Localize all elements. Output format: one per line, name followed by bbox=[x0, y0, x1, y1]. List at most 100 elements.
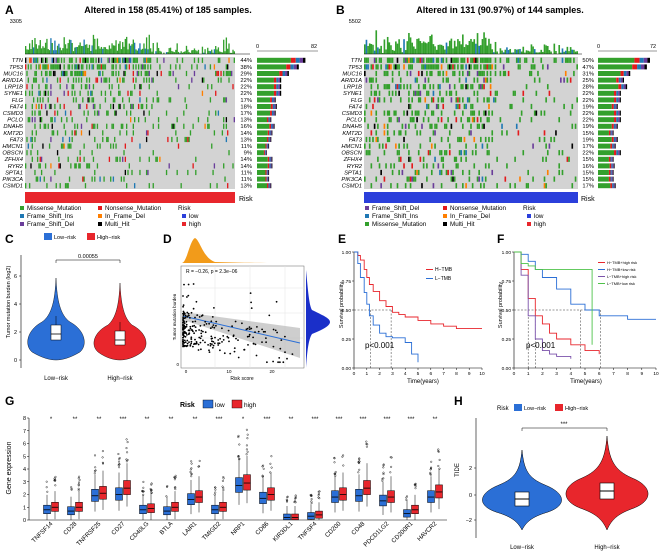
top-bar bbox=[167, 52, 169, 54]
mutation-cell bbox=[132, 57, 134, 63]
side-bar-segment bbox=[270, 130, 272, 136]
side-bar-segment bbox=[273, 77, 277, 83]
mutation-cell bbox=[172, 123, 174, 129]
scatter-point bbox=[204, 320, 207, 323]
mutation-cell bbox=[99, 70, 101, 77]
mutation-cell bbox=[38, 90, 40, 96]
y-tick-label: 1.00 bbox=[342, 250, 352, 256]
scatter-point bbox=[246, 327, 249, 330]
mutation-cell bbox=[561, 169, 564, 176]
mutation-cell bbox=[462, 183, 464, 189]
mutation-cell bbox=[568, 156, 570, 162]
top-bar bbox=[520, 51, 523, 54]
mutation-cell bbox=[381, 143, 384, 149]
mutation-cell bbox=[440, 117, 443, 123]
mutation-cell bbox=[434, 143, 436, 149]
mutation-cell bbox=[409, 57, 412, 63]
x-tick-label: 8 bbox=[626, 371, 629, 377]
mutation-cell bbox=[106, 77, 108, 83]
mutation-cell bbox=[215, 110, 217, 116]
percent-label: 13% bbox=[240, 184, 252, 190]
mutation-cell bbox=[479, 136, 482, 143]
mutation-cell bbox=[67, 64, 69, 70]
mutation-cell bbox=[143, 110, 145, 116]
mutation-cell bbox=[491, 110, 494, 116]
mutation-cell bbox=[375, 90, 378, 96]
mutation-cell bbox=[468, 64, 471, 70]
mutation-cell bbox=[460, 156, 463, 162]
top-bar bbox=[68, 39, 71, 54]
mutation-cell bbox=[403, 110, 405, 116]
outlier-point bbox=[437, 448, 440, 451]
mutation-cell bbox=[91, 150, 93, 156]
mutation-cell bbox=[78, 163, 80, 169]
mutation-cell bbox=[155, 156, 157, 162]
panel-c-legend-swatch-low bbox=[44, 233, 52, 240]
scatter-point bbox=[209, 344, 212, 347]
side-bar-segment bbox=[612, 183, 614, 189]
top-bar bbox=[177, 51, 180, 54]
mutation-cell bbox=[524, 57, 526, 63]
scatter-point bbox=[195, 341, 198, 343]
top-bar bbox=[380, 45, 382, 54]
top-bar bbox=[217, 47, 220, 54]
mutation-cell bbox=[473, 64, 476, 70]
scatter-point bbox=[197, 343, 200, 346]
side-bar-segment bbox=[616, 90, 619, 96]
percent-label: 11% bbox=[241, 144, 252, 150]
mutation-cell bbox=[122, 123, 124, 129]
panel-d-right-density bbox=[306, 270, 330, 368]
side-bar-segment bbox=[274, 97, 276, 103]
mutation-cell bbox=[545, 143, 547, 149]
top-bar bbox=[414, 48, 417, 54]
mutation-cell bbox=[368, 143, 371, 149]
mutation-cell bbox=[112, 57, 115, 63]
mutation-cell bbox=[370, 163, 373, 169]
mutation-cell bbox=[416, 117, 418, 123]
outlier-point bbox=[190, 467, 193, 470]
mutation-cell bbox=[56, 57, 59, 63]
panel-d-xtick-2: 20 bbox=[269, 369, 275, 374]
mutation-cell bbox=[519, 176, 521, 182]
mutation-cell bbox=[42, 97, 44, 103]
gene-label: CSMD3 bbox=[342, 111, 363, 117]
mutation-cell bbox=[455, 183, 458, 189]
mutation-cell bbox=[377, 84, 379, 90]
mutation-cell bbox=[60, 117, 63, 123]
mutation-cell bbox=[471, 183, 474, 189]
mutation-cell bbox=[27, 64, 29, 70]
mutation-cell bbox=[26, 150, 28, 156]
mutation-cell bbox=[440, 97, 443, 103]
mutation-cell bbox=[476, 57, 479, 63]
gene-label: SYNE1 bbox=[343, 91, 362, 97]
mutation-cell bbox=[94, 110, 96, 116]
mutation-cell bbox=[26, 136, 28, 143]
mutation-cell bbox=[124, 57, 127, 63]
mutation-cell bbox=[527, 169, 529, 176]
outlier-point bbox=[190, 460, 193, 463]
mutation-cell bbox=[50, 70, 52, 77]
gene-label: FLG bbox=[351, 98, 363, 104]
legend-item: Nonsense_Mutation bbox=[105, 205, 162, 212]
top-bar bbox=[502, 52, 505, 54]
mutation-cell bbox=[169, 70, 172, 77]
mutation-cell bbox=[96, 123, 99, 129]
mutation-cell bbox=[442, 163, 445, 169]
mutation-cell bbox=[90, 90, 92, 96]
mutation-cell bbox=[132, 130, 134, 136]
scatter-point bbox=[190, 311, 193, 314]
mutation-cell bbox=[115, 64, 117, 70]
mutation-cell bbox=[473, 117, 476, 123]
top-bar bbox=[140, 49, 142, 54]
box-high bbox=[363, 480, 371, 495]
x-tick-label: 2 bbox=[541, 371, 544, 377]
panel-b-top-bars bbox=[364, 30, 578, 54]
mutation-cell bbox=[102, 70, 104, 77]
y-tick-label: 6 bbox=[14, 274, 17, 280]
mutation-cell bbox=[375, 136, 378, 143]
mutation-cell bbox=[414, 123, 417, 129]
significance-marker: * bbox=[50, 417, 53, 423]
panel-a-top-bars bbox=[25, 34, 235, 54]
side-bar-segment bbox=[274, 104, 276, 109]
mutation-cell bbox=[419, 156, 422, 162]
